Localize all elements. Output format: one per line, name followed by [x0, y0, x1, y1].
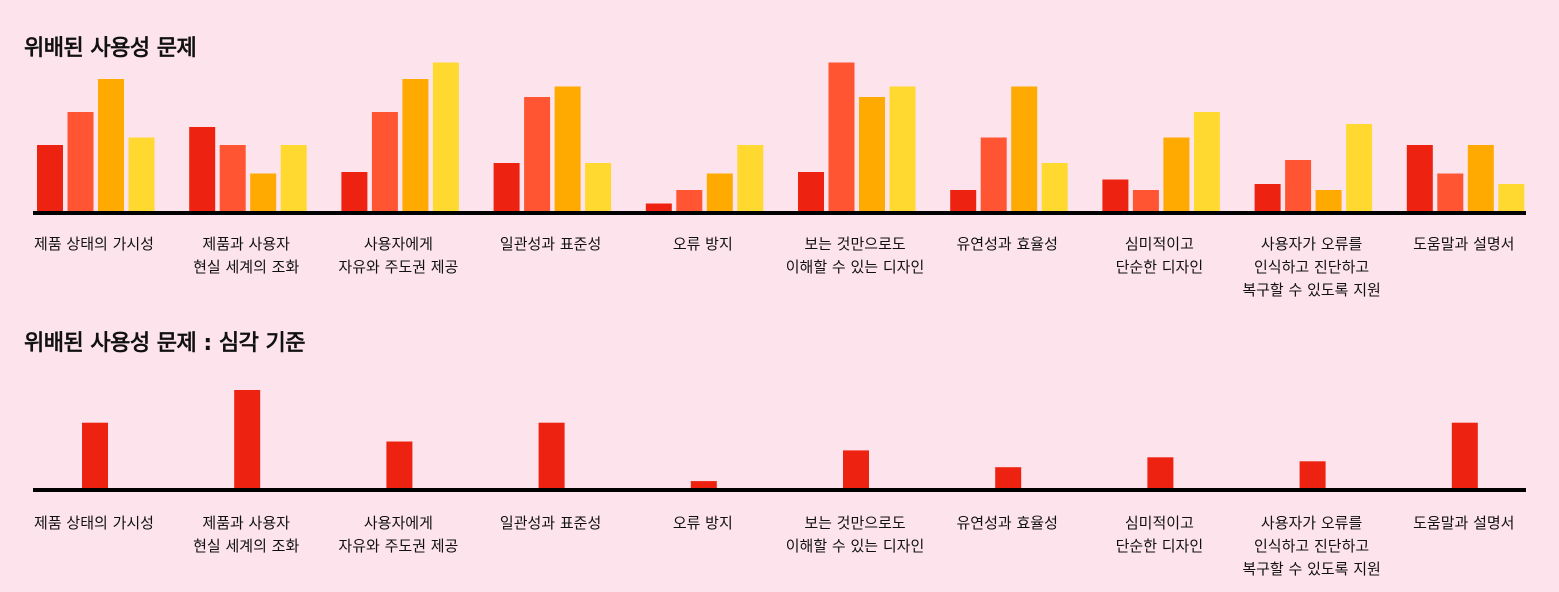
- bar-3-series-3: [402, 79, 429, 211]
- bar-4-series-2: [524, 97, 551, 211]
- bar-6-series-1: [843, 450, 869, 488]
- bar-9-series-4: [1346, 124, 1373, 211]
- category-label-10: 도움말과 설명서: [1413, 514, 1515, 532]
- grouped-bar-chart-violations: [33, 62, 1526, 215]
- bar-1-series-2: [67, 112, 94, 211]
- bar-10-series-4: [1498, 184, 1525, 211]
- bar-3-series-1: [386, 441, 413, 488]
- category-label-1: 제품 상태의 가시성: [34, 514, 154, 532]
- bar-2-series-2: [219, 145, 246, 211]
- bar-1-series-1: [37, 145, 63, 211]
- bar-5-series-1: [645, 203, 672, 211]
- bar-7-series-4: [1041, 163, 1068, 211]
- bar-8-series-2: [1132, 190, 1159, 211]
- category-label-4: 일관성과 표준성: [499, 514, 602, 532]
- bar-9-series-1: [1254, 184, 1281, 211]
- category-label-6: 보는 것만으로도 이해할 수 있는 디자인: [785, 514, 925, 555]
- bar-6-series-3: [859, 97, 885, 211]
- bar-1-series-3: [98, 79, 124, 211]
- bar-2-series-4: [280, 145, 307, 211]
- bar-6-series-2: [828, 62, 855, 211]
- category-label-10: 도움말과 설명서: [1413, 235, 1515, 253]
- bar-4-series-3: [554, 86, 581, 211]
- bar-10-series-2: [1437, 173, 1464, 211]
- category-label-2: 제품과 사용자 현실 세계의 조화: [193, 514, 300, 555]
- bar-5-series-2: [676, 190, 703, 211]
- bar-3-series-4: [432, 62, 459, 211]
- category-label-3: 사용자에게 자유와 주도권 제공: [338, 514, 459, 555]
- bar-1-series-1: [82, 422, 108, 488]
- category-label-4: 일관성과 표준성: [499, 235, 602, 253]
- bar-2-series-1: [234, 390, 261, 488]
- bar-4-series-1: [493, 163, 520, 211]
- category-label-8: 심미적이고 단순한 디자인: [1115, 235, 1204, 276]
- bar-1-series-4: [128, 137, 155, 211]
- chart-title-severe-violations: 위배된 사용성 문제 : 심각 기준: [24, 331, 305, 356]
- bar-9-series-1: [1299, 461, 1326, 488]
- bar-10-series-1: [1406, 145, 1433, 211]
- bar-7-series-2: [980, 137, 1007, 211]
- bar-6-series-4: [889, 86, 916, 211]
- bar-chart-severe-violations: [33, 390, 1526, 492]
- bar-7-series-1: [950, 190, 977, 211]
- bar-4-series-4: [585, 163, 612, 211]
- bar-8-series-1: [1147, 457, 1174, 488]
- category-label-8: 심미적이고 단순한 디자인: [1115, 514, 1204, 555]
- bar-5-series-1: [690, 481, 717, 488]
- bar-3-series-2: [371, 112, 398, 211]
- category-label-5: 오류 방지: [672, 514, 733, 532]
- category-label-2: 제품과 사용자 현실 세계의 조화: [193, 235, 300, 276]
- bar-8-series-3: [1163, 137, 1190, 211]
- bar-7-series-3: [1011, 86, 1038, 211]
- bar-9-series-3: [1315, 190, 1342, 211]
- category-label-7: 유연성과 효율성: [956, 235, 1058, 253]
- bar-10-series-3: [1467, 145, 1494, 211]
- category-label-7: 유연성과 효율성: [956, 514, 1058, 532]
- bar-9-series-2: [1285, 160, 1312, 211]
- category-label-9: 사용자가 오류를 인식하고 진단하고 복구할 수 있도록 지원: [1242, 235, 1381, 299]
- bar-8-series-1: [1102, 179, 1129, 211]
- category-label-9: 사용자가 오류를 인식하고 진단하고 복구할 수 있도록 지원: [1242, 514, 1381, 578]
- bar-3-series-1: [341, 172, 368, 211]
- category-label-3: 사용자에게 자유와 주도권 제공: [338, 235, 459, 276]
- bar-7-series-1: [995, 467, 1022, 488]
- bar-2-series-3: [250, 173, 277, 211]
- category-label-6: 보는 것만으로도 이해할 수 있는 디자인: [785, 235, 925, 276]
- category-label-5: 오류 방지: [672, 235, 733, 253]
- bar-8-series-4: [1193, 112, 1220, 211]
- bar-10-series-1: [1451, 422, 1478, 488]
- bar-4-series-1: [538, 422, 565, 488]
- bar-5-series-3: [706, 173, 733, 211]
- bar-5-series-4: [737, 145, 764, 211]
- category-labels-severe: 제품 상태의 가시성 제품과 사용자 현실 세계의 조화 사용자에게 자유와 주도권…: [0, 512, 1559, 582]
- bar-6-series-1: [798, 172, 824, 211]
- bar-2-series-1: [189, 127, 216, 211]
- chart-title-violations: 위배된 사용성 문제: [24, 36, 197, 61]
- category-label-1: 제품 상태의 가시성: [34, 235, 154, 253]
- category-labels-violations: 제품 상태의 가시성 제품과 사용자 현실 세계의 조화 사용자에게 자유와 주도권…: [0, 233, 1559, 303]
